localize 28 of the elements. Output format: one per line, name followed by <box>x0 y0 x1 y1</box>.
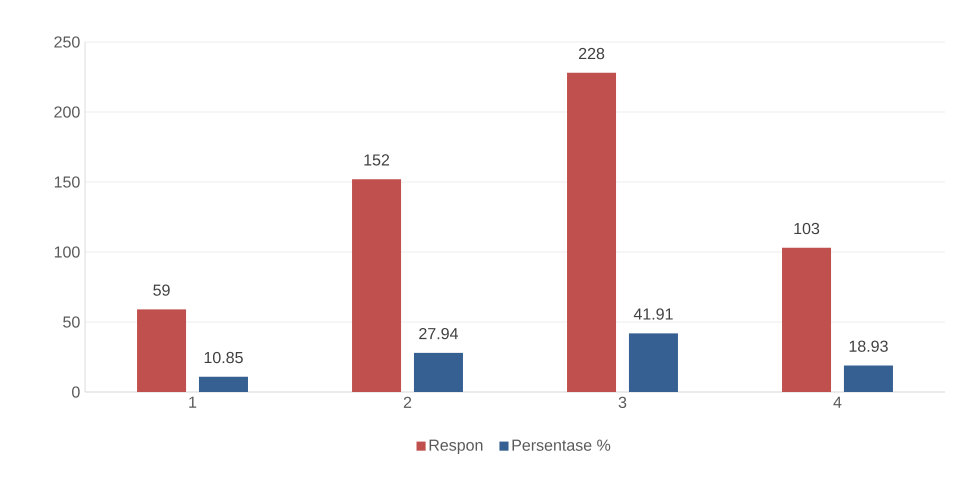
y-tick-label: 0 <box>72 386 80 398</box>
y-tick-label: 150 <box>54 176 80 188</box>
data-label: 59 <box>153 284 170 296</box>
bar <box>628 333 678 392</box>
data-label: 10.85 <box>204 352 243 364</box>
y-tick-label: 50 <box>63 316 80 328</box>
x-tick-label: 1 <box>189 396 196 408</box>
data-label: 18.93 <box>850 340 888 352</box>
y-tick-label: 200 <box>54 106 80 118</box>
data-label: 41.91 <box>634 308 673 320</box>
data-label: 103 <box>794 222 820 234</box>
y-tick-label: 250 <box>54 36 80 48</box>
bar <box>137 309 186 392</box>
bar <box>414 352 463 392</box>
x-tick-label: 2 <box>404 396 412 408</box>
bar <box>567 72 616 392</box>
x-tick-label: 4 <box>833 396 842 408</box>
y-tick-label: 100 <box>54 246 80 258</box>
data-label: 27.94 <box>419 328 458 340</box>
x-tick-label: 3 <box>618 396 626 408</box>
data-label: 152 <box>364 154 390 166</box>
bar <box>352 179 402 392</box>
bar <box>198 376 248 392</box>
bar <box>844 365 893 392</box>
legend-label: Respon <box>430 440 482 454</box>
legend-label: Persentase % <box>512 440 610 451</box>
bar <box>782 248 832 392</box>
data-label: 228 <box>578 48 604 60</box>
